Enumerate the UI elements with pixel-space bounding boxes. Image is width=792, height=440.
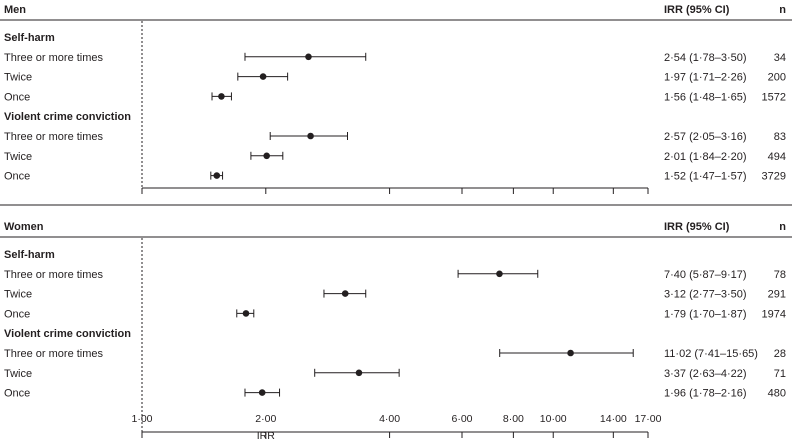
men-col-irr-header: IRR (95% CI) [664, 4, 730, 16]
x-tick-label: 4·00 [379, 413, 400, 425]
irr-point [218, 93, 225, 100]
row-label: Twice [4, 368, 32, 380]
x-tick-label: 8·00 [503, 413, 524, 425]
irr-ci-value: 11·02 (7·41–15·65) [664, 348, 758, 360]
n-value: 28 [774, 348, 786, 360]
x-tick-label: 14·00 [600, 413, 627, 425]
irr-point [307, 132, 314, 140]
group-label: Self-harm [4, 32, 55, 44]
x-tick-label: 1·00 [131, 413, 152, 425]
x-tick-label: 17·00 [635, 413, 662, 425]
irr-ci-value: 1·96 (1·78–2·16) [664, 388, 747, 400]
irr-point [263, 152, 270, 160]
irr-ci-value: 3·37 (2·63–4·22) [664, 368, 747, 380]
n-value: 71 [774, 368, 786, 380]
row-label: Twice [4, 289, 32, 301]
irr-point [496, 270, 503, 278]
irr-ci-value: 1·56 (1·48–1·65) [664, 91, 747, 103]
row-label: Three or more times [4, 348, 104, 360]
irr-ci-value: 3·12 (2·77–3·50) [664, 289, 747, 301]
irr-point [242, 310, 250, 317]
x-tick-label: 6·00 [451, 413, 472, 425]
men-panel-title: Men [4, 4, 26, 16]
irr-point [305, 53, 312, 61]
n-value: 1974 [762, 308, 786, 320]
row-label: Once [4, 388, 30, 400]
women-panel-title: Women [4, 221, 44, 233]
irr-ci-value: 7·40 (5·87–9·17) [664, 269, 747, 281]
men-col-n-header: n [779, 4, 786, 16]
irr-point [258, 389, 266, 396]
irr-ci-value: 2·54 (1·78–3·50) [664, 52, 747, 64]
irr-point [259, 73, 267, 80]
n-value: 78 [774, 269, 786, 281]
n-value: 200 [768, 72, 786, 84]
row-label: Twice [4, 72, 32, 84]
row-label: Once [4, 91, 30, 103]
group-label: Violent crime conviction [4, 328, 131, 340]
women-col-n-header: n [779, 221, 786, 233]
irr-point [341, 290, 349, 297]
row-label: Twice [4, 151, 32, 163]
x-axis-title: IRR [257, 430, 276, 440]
row-label: Once [4, 308, 30, 320]
row-label: Once [4, 171, 30, 183]
irr-ci-value: 1·52 (1·47–1·57) [664, 171, 747, 183]
group-label: Violent crime conviction [4, 111, 131, 123]
x-tick-label: 2·00 [255, 413, 276, 425]
n-value: 83 [774, 131, 786, 143]
irr-point [567, 349, 574, 357]
n-value: 34 [774, 52, 786, 64]
row-label: Three or more times [4, 269, 104, 281]
row-label: Three or more times [4, 52, 104, 64]
irr-ci-value: 1·97 (1·71–2·26) [664, 72, 747, 84]
group-label: Self-harm [4, 249, 55, 261]
n-value: 291 [768, 289, 786, 301]
irr-ci-value: 2·57 (2·05–3·16) [664, 131, 747, 143]
x-tick-label: 10·00 [540, 413, 567, 425]
irr-ci-value: 1·79 (1·70–1·87) [664, 308, 747, 320]
irr-ci-value: 2·01 (1·84–2·20) [664, 151, 747, 163]
n-value: 480 [768, 388, 786, 400]
row-label: Three or more times [4, 131, 104, 143]
irr-point [213, 172, 221, 179]
n-value: 1572 [762, 91, 786, 103]
n-value: 3729 [762, 171, 786, 183]
n-value: 494 [768, 151, 786, 163]
women-col-irr-header: IRR (95% CI) [664, 221, 730, 233]
irr-point [355, 369, 363, 377]
